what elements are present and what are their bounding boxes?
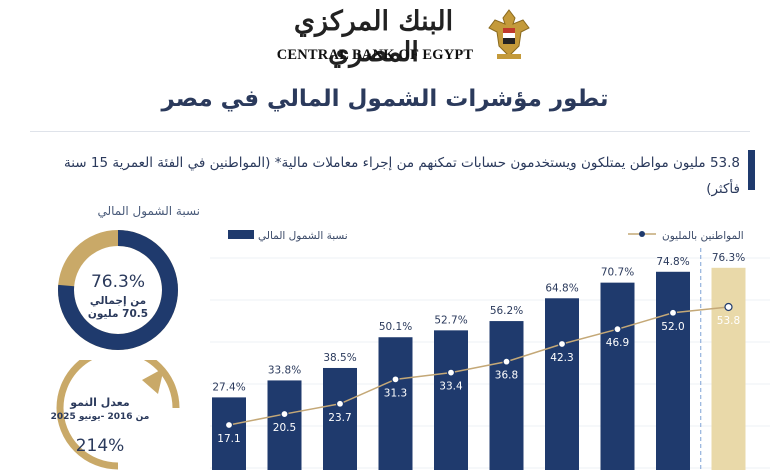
donut-subtext-1: من إجمالي (89, 295, 147, 307)
subtitle-accent-bar (748, 150, 755, 190)
bar (212, 397, 246, 470)
inclusion-donut (58, 230, 178, 350)
central-bank-logo: البنك المركزي المصري CENTRAL BANK OF EGY… (270, 4, 540, 68)
line-point-label: 20.5 (273, 422, 296, 434)
bar (600, 282, 635, 470)
bar-value-label: 56.2% (490, 305, 523, 317)
growth-period: من 2016 -يونيو 2025 (50, 412, 150, 422)
bar (267, 380, 302, 470)
bar (711, 267, 746, 470)
bar-series: 27.4% 33.8% 38.5% 50.1% 52.7% 56.2% 64.8% 70.7%… (212, 252, 746, 470)
line-point (391, 375, 400, 384)
bar-value-label: 52.7% (434, 314, 467, 326)
bar-value-label: 74.8% (656, 256, 689, 268)
line-point (613, 325, 622, 334)
logo-english-text: CENTRAL BANK OF EGYPT (276, 47, 474, 63)
line-point-label: 46.9 (606, 337, 629, 349)
line-point (446, 368, 456, 377)
legend-bar-swatch (228, 230, 254, 239)
growth-arrow-icon (56, 360, 180, 470)
bar-value-label: 38.5% (323, 352, 356, 364)
bar (489, 321, 524, 470)
line-point (724, 302, 733, 312)
logo-arabic-text: البنك المركزي المصري (293, 6, 454, 68)
line-point (557, 339, 567, 349)
page-title: تطور مؤشرات الشمول المالي في مصر (161, 86, 609, 112)
growth-value: 214% (75, 436, 125, 456)
donut-percent: 76.3% (90, 272, 145, 292)
legend: نسبة الشمول المالي المواطنين بالمليون (228, 230, 744, 242)
bar-value-label: 33.8% (268, 364, 301, 376)
line-point-label: 52.0 (661, 321, 684, 333)
line-point-label: 53.8 (717, 315, 740, 327)
line-series (228, 306, 729, 426)
line-point-label: 17.1 (217, 433, 240, 445)
bar (323, 367, 357, 470)
donut-title: نسبة الشمول المالي (97, 204, 200, 218)
bar-value-label: 64.8% (545, 282, 578, 294)
bar-value-label: 50.1% (379, 321, 412, 333)
line-point (280, 409, 289, 419)
line-points: 17.1 20.5 23.7 31.3 33.4 36.8 42.3 46.9 52.0 53.8 (217, 302, 740, 445)
legend-bar-label: نسبة الشمول المالي (258, 230, 348, 242)
line-point-label: 33.4 (439, 381, 463, 393)
line-point (224, 420, 234, 430)
bar (656, 271, 690, 470)
eagle-emblem-icon (488, 9, 530, 59)
inclusion-chart: نسبة الشمول المالي المواطنين بالمليون 27… (210, 218, 770, 470)
bar (378, 337, 413, 470)
bar (434, 330, 468, 470)
donut-value-arc (58, 230, 178, 350)
bar-value-label: 70.7% (601, 267, 634, 279)
line-point-label: 36.8 (495, 370, 518, 382)
line-point-label: 31.3 (384, 387, 407, 399)
line-point (502, 357, 511, 366)
bar-value-label: 76.3% (712, 252, 745, 264)
bar-value-label: 27.4% (212, 381, 245, 393)
line-point (668, 308, 678, 317)
legend-line-label: المواطنين بالمليون (662, 230, 744, 242)
line-point (335, 399, 345, 408)
donut-subtext-2: 70.5 مليون (87, 308, 149, 320)
divider (30, 131, 750, 132)
chart-subtitle: 53.8 مليون مواطن يمتلكون ويستخدمون حسابا… (63, 155, 740, 197)
legend-line-marker (639, 231, 645, 237)
line-point-label: 23.7 (328, 412, 351, 424)
bar (545, 298, 579, 470)
line-point-label: 42.3 (550, 352, 573, 364)
growth-title: معدل النمو (70, 396, 130, 409)
